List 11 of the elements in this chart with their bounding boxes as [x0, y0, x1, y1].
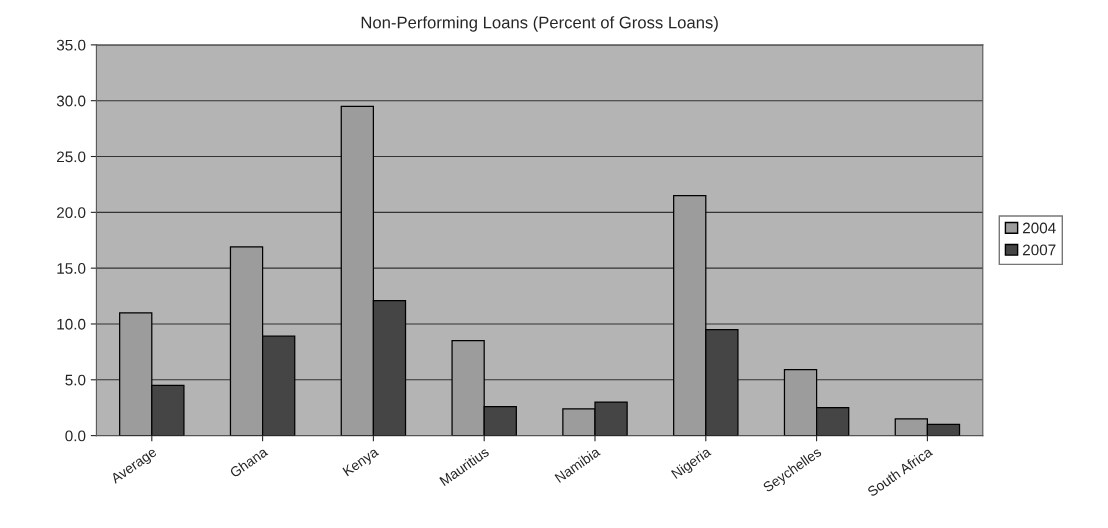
y-tick-label: 15.0 [57, 263, 86, 274]
y-tick-label: 20.0 [57, 207, 86, 219]
y-tick-label: 10.0 [57, 318, 86, 330]
y-tick-label: 25.0 [57, 151, 86, 163]
chart-title: Non-Performing Loans (Percent of Gross Loans) [361, 16, 718, 32]
y-tick-label: 5.0 [65, 374, 86, 386]
y-tick-label: 0.0 [65, 430, 86, 442]
legend-label: 2007 [1022, 244, 1056, 256]
y-tick-label: 30.0 [56, 95, 86, 107]
legend-label: 2004 [1022, 222, 1056, 234]
y-tick-label: 35.0 [56, 39, 86, 51]
